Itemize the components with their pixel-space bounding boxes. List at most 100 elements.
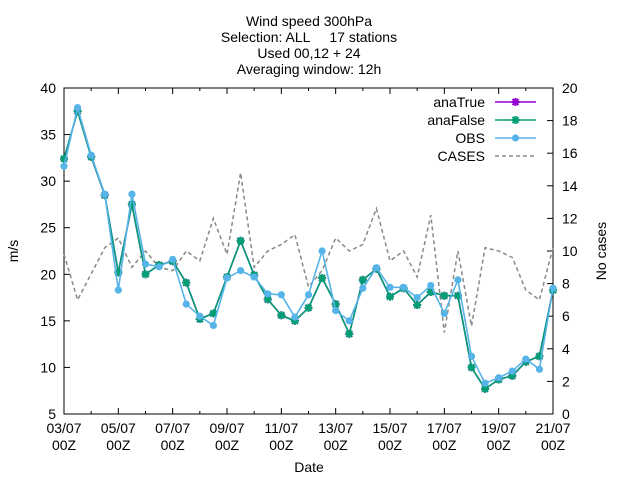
obs-point xyxy=(236,266,245,275)
anafalse-point xyxy=(331,300,340,309)
x-tick-label-date: 09/07 xyxy=(209,420,244,436)
anafalse-point xyxy=(73,107,82,116)
obs-point xyxy=(345,317,353,325)
x-tick-label-time: 00Z xyxy=(432,437,457,453)
obs-point xyxy=(209,321,218,330)
legend-label: OBS xyxy=(455,130,485,146)
anafalse-point xyxy=(453,291,462,300)
title-line-1: Wind speed 300hPa xyxy=(246,13,372,29)
obs-point xyxy=(101,190,109,198)
y2-tick-label: 18 xyxy=(562,113,578,129)
legend-marker xyxy=(511,116,520,124)
obs-point xyxy=(60,162,68,170)
anafalse-point xyxy=(304,303,313,312)
y-tick-label: 15 xyxy=(40,313,56,329)
legend: anaTrue anaFalse OBS CASES xyxy=(427,94,536,164)
x-tick-label-time: 00Z xyxy=(106,437,131,453)
series-cases xyxy=(63,172,554,333)
x-tick-label-time: 00Z xyxy=(269,437,294,453)
x-tick-label-date: 07/07 xyxy=(155,420,190,436)
chart-title: Wind speed 300hPa Selection: ALL 17 stat… xyxy=(221,13,397,77)
anafalse-point xyxy=(535,352,544,361)
anafalse-point xyxy=(114,268,123,277)
obs-point xyxy=(87,151,95,159)
x-tick-label-date: 11/07 xyxy=(264,420,298,436)
anafalse-point xyxy=(426,287,435,296)
x-tick-label-time: 00Z xyxy=(324,437,349,453)
anafalse-point xyxy=(263,295,272,304)
obs-point xyxy=(318,247,326,255)
obs-point xyxy=(467,352,476,360)
obs-point xyxy=(495,374,503,382)
obs-point xyxy=(114,286,122,294)
obs-point xyxy=(128,190,136,198)
y2-axis-label: No cases xyxy=(593,222,609,280)
obs-point xyxy=(454,276,462,284)
anafalse-point xyxy=(141,270,150,279)
obs-point xyxy=(141,260,150,268)
y-tick-label: 20 xyxy=(40,266,56,282)
anafalse-point xyxy=(182,278,191,287)
x-tick-label-date: 03/07 xyxy=(46,420,81,436)
y-tick-label: 30 xyxy=(40,173,56,189)
legend-marker xyxy=(511,98,520,106)
legend-label: anaFalse xyxy=(427,112,485,128)
series-obs xyxy=(60,103,557,387)
obs-point xyxy=(182,300,190,308)
y-tick-label: 40 xyxy=(40,80,56,96)
obs-point xyxy=(427,281,435,290)
obs-point xyxy=(73,103,82,112)
y2-tick-label: 2 xyxy=(562,373,570,389)
obs-point xyxy=(508,367,516,375)
anafalse-point xyxy=(413,301,422,310)
obs-point xyxy=(481,379,489,387)
y-axis-label: m/s xyxy=(5,240,21,263)
y-tick-label: 10 xyxy=(40,359,56,375)
y2-tick-label: 14 xyxy=(562,178,578,194)
x-tick-label-date: 21/07 xyxy=(535,420,570,436)
legend-entry-anafalse: anaFalse xyxy=(427,112,536,128)
x-tick-label-time: 00Z xyxy=(378,437,403,453)
y2-tick-label: 8 xyxy=(562,276,570,292)
anafalse-point xyxy=(127,200,136,209)
obs-point xyxy=(277,291,285,299)
y-tick-label: 5 xyxy=(48,406,56,422)
legend-entry-anatrue: anaTrue xyxy=(433,94,536,110)
obs-point xyxy=(440,309,448,318)
x-axis-label: Date xyxy=(294,459,324,475)
obs-point xyxy=(399,283,408,291)
y2-tick-label: 4 xyxy=(562,341,570,357)
y2-tick-label: 0 xyxy=(562,406,570,422)
obs-point xyxy=(304,291,313,299)
x-tick-label-date: 15/07 xyxy=(372,420,407,436)
y-tick-label: 35 xyxy=(40,127,56,143)
obs-point xyxy=(549,284,557,292)
anafalse-point xyxy=(277,311,286,320)
legend-label: CASES xyxy=(438,148,485,164)
y2-tick-label: 20 xyxy=(562,80,578,96)
anafalse-point xyxy=(236,236,245,245)
x-tick-label-date: 13/07 xyxy=(318,420,353,436)
title-line-3: Used 00,12 + 24 xyxy=(257,45,360,61)
obs-point xyxy=(332,307,340,315)
x-tick-label-date: 17/07 xyxy=(427,420,462,436)
obs-point xyxy=(386,283,394,291)
x-tick-label-time: 00Z xyxy=(161,437,186,453)
title-line-4: Averaging window: 12h xyxy=(237,61,382,77)
y-tick-label: 25 xyxy=(40,220,56,236)
x-tick-label-date: 05/07 xyxy=(101,420,136,436)
anafalse-point xyxy=(386,292,394,301)
obs-point xyxy=(169,255,177,263)
legend-label: anaTrue xyxy=(433,94,485,110)
obs-point xyxy=(535,365,544,373)
anafalse-point xyxy=(318,274,327,283)
obs-point xyxy=(522,355,530,363)
obs-point xyxy=(264,290,272,298)
x-tick-label-date: 19/07 xyxy=(481,420,516,436)
y2-tick-label: 10 xyxy=(562,243,578,259)
legend-entry-cases: CASES xyxy=(438,148,536,164)
x-tick-label-time: 00Z xyxy=(52,437,77,453)
obs-point xyxy=(223,274,231,282)
anafalse-point xyxy=(290,316,299,325)
